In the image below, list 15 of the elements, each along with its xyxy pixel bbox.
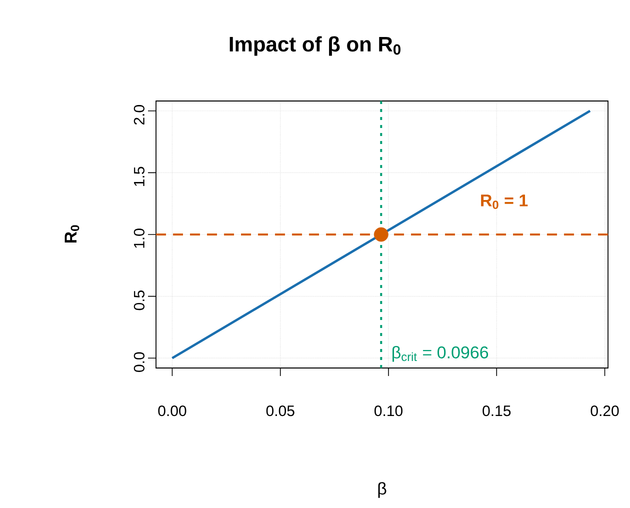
x-tick-label: 0.15 bbox=[482, 406, 511, 416]
y-tick-label: 0.5 bbox=[134, 290, 144, 310]
y-tick-label: 1.0 bbox=[134, 228, 144, 248]
y-tick-label: 1.5 bbox=[134, 166, 144, 186]
chart-title: Impact of β on R$_{0}$ bbox=[230, 36, 400, 56]
y-axis-title: R$_{0}$ bbox=[64, 225, 80, 243]
ref-line-label: R$_{0}$ = 1 bbox=[481, 194, 528, 209]
x-tick-label: 0.05 bbox=[266, 406, 294, 416]
ref-line-label: β$_{crit}$ = 0.0966 bbox=[392, 346, 488, 362]
x-tick-label: 0.00 bbox=[158, 406, 186, 416]
y-tick-label: 0.0 bbox=[134, 352, 144, 372]
y-tick-label: 2.0 bbox=[134, 105, 144, 125]
x-tick-label: 0.20 bbox=[590, 406, 619, 416]
x-axis-title: β bbox=[378, 482, 386, 498]
x-tick-label: 0.10 bbox=[374, 406, 402, 416]
